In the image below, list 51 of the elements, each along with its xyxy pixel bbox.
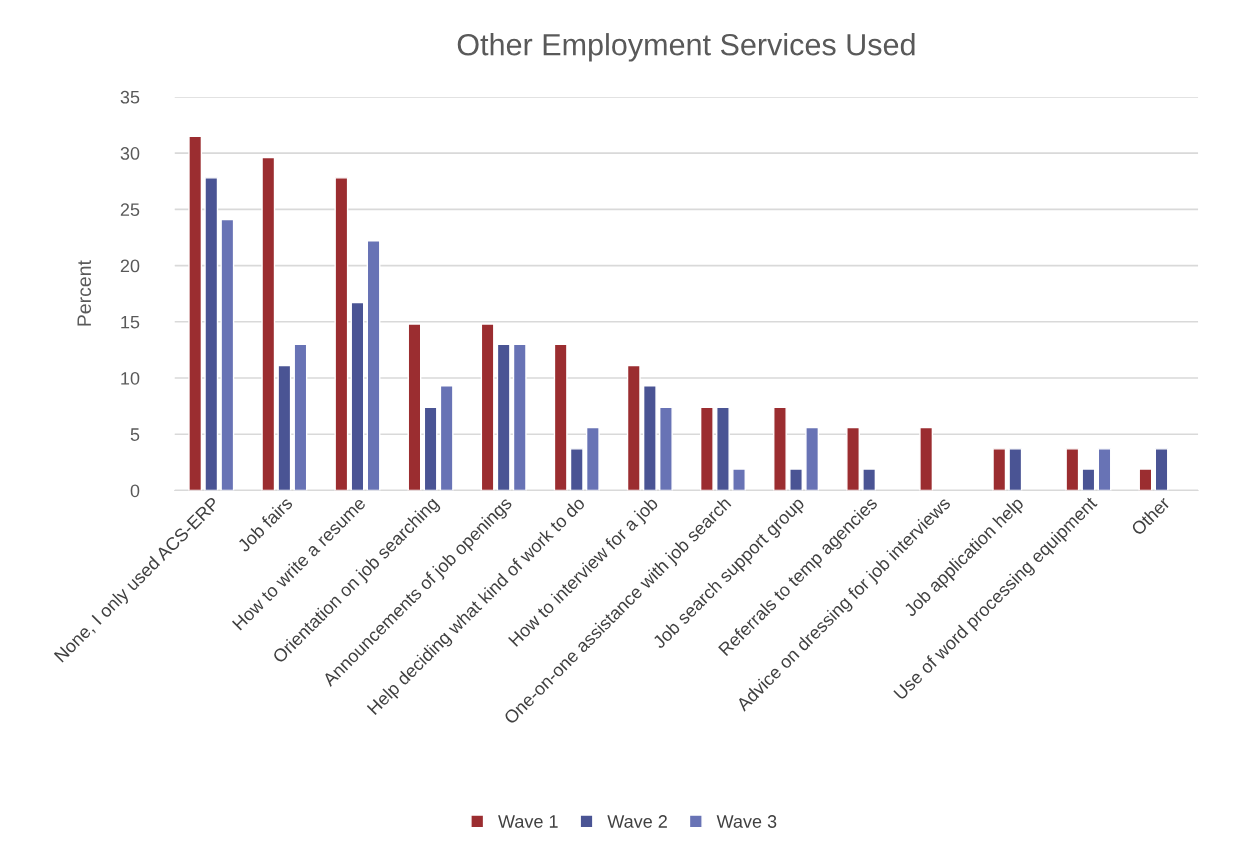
bar (732, 468, 746, 491)
bar (553, 343, 568, 491)
x-tick-label: Job fairs (236, 495, 294, 553)
bar (773, 406, 787, 491)
bar (699, 406, 714, 491)
bar (423, 406, 438, 491)
legend-label: Wave 2 (607, 815, 667, 828)
bar (1138, 468, 1153, 491)
bar (1008, 448, 1023, 491)
y-tick-label: 35 (120, 90, 140, 104)
bar (1097, 448, 1112, 491)
bar (407, 323, 422, 491)
bar (204, 177, 219, 491)
y-tick-label: 15 (121, 315, 140, 329)
bar (366, 240, 381, 491)
bar (480, 323, 495, 491)
bar (642, 385, 657, 491)
bar (789, 468, 803, 491)
bar (512, 343, 527, 491)
bar (716, 406, 730, 491)
bar (293, 343, 308, 491)
y-tick-label: 0 (130, 484, 140, 498)
bar (496, 343, 511, 491)
y-axis-title: Percent (77, 260, 92, 326)
bar (188, 135, 203, 491)
bar (334, 177, 349, 491)
y-tick-label: 10 (121, 371, 140, 385)
bar (569, 448, 584, 491)
chart-title: Other Employment Services Used (457, 33, 915, 62)
y-tick-label: 25 (120, 203, 140, 217)
bar (992, 448, 1007, 491)
y-tick-label: 5 (130, 428, 140, 441)
bar (261, 156, 276, 491)
legend-label: Wave 1 (498, 815, 558, 828)
bar (846, 426, 860, 491)
bar (1065, 448, 1080, 491)
y-tick-label: 30 (120, 147, 140, 160)
bar (585, 426, 600, 491)
bar (220, 218, 235, 491)
bar (659, 406, 673, 491)
bar (626, 364, 641, 491)
bar (862, 468, 877, 491)
bar (277, 364, 292, 491)
y-tick-label: 20 (120, 259, 140, 273)
legend-label: Wave 3 (716, 815, 777, 828)
bar (805, 426, 820, 491)
bar (1154, 448, 1169, 491)
bar (1081, 468, 1096, 491)
bar (439, 385, 454, 491)
bar (350, 301, 365, 491)
bar (919, 426, 934, 491)
